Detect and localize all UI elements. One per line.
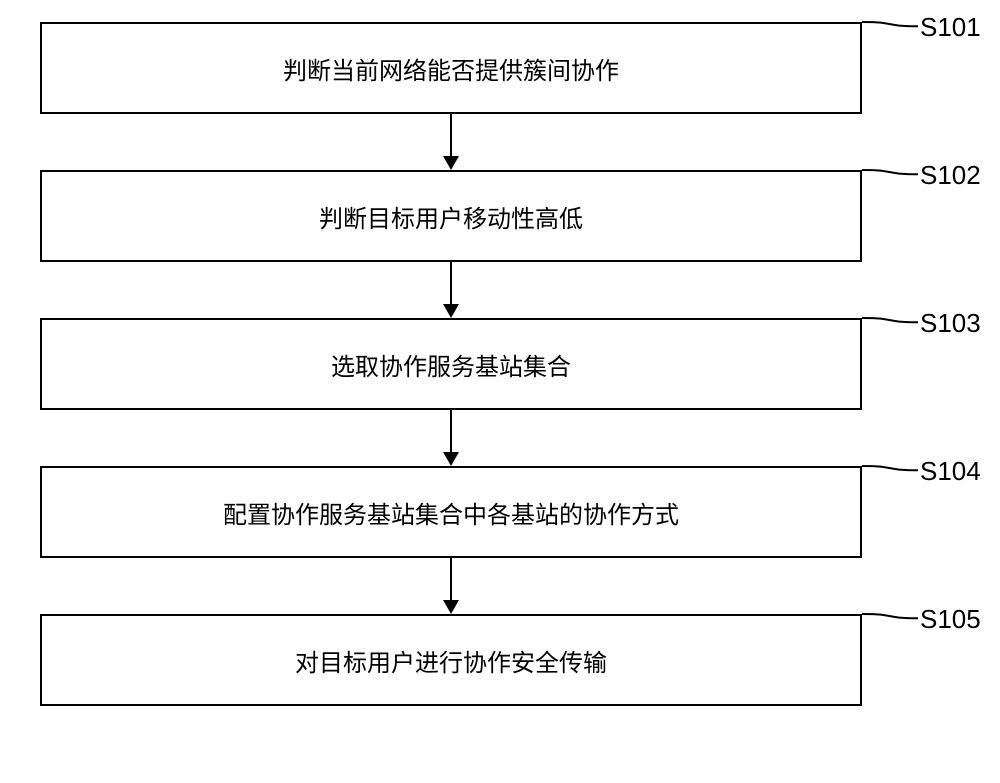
arrow-head-3 bbox=[443, 452, 459, 466]
connector-curve-2 bbox=[860, 168, 920, 176]
step-text-1: 判断当前网络能否提供簇间协作 bbox=[283, 51, 619, 86]
connector-curve-1 bbox=[860, 20, 920, 28]
arrow-line-4 bbox=[450, 558, 452, 600]
step-text-3: 选取协作服务基站集合 bbox=[331, 347, 571, 382]
arrow-line-1 bbox=[450, 114, 452, 156]
step-box-1: 判断当前网络能否提供簇间协作 bbox=[40, 22, 862, 114]
step-label-3: S103 bbox=[920, 308, 981, 339]
connector-curve-5 bbox=[860, 612, 920, 620]
step-text-4: 配置协作服务基站集合中各基站的协作方式 bbox=[223, 495, 679, 530]
step-text-5: 对目标用户进行协作安全传输 bbox=[295, 643, 607, 678]
step-label-1: S101 bbox=[920, 12, 981, 43]
step-label-2: S102 bbox=[920, 160, 981, 191]
arrow-head-4 bbox=[443, 600, 459, 614]
connector-curve-3 bbox=[860, 316, 920, 324]
arrow-head-2 bbox=[443, 304, 459, 318]
step-text-2: 判断目标用户移动性高低 bbox=[319, 199, 583, 234]
step-label-4: S104 bbox=[920, 456, 981, 487]
arrow-line-2 bbox=[450, 262, 452, 304]
step-box-2: 判断目标用户移动性高低 bbox=[40, 170, 862, 262]
step-box-4: 配置协作服务基站集合中各基站的协作方式 bbox=[40, 466, 862, 558]
connector-curve-4 bbox=[860, 464, 920, 472]
step-label-5: S105 bbox=[920, 604, 981, 635]
step-box-5: 对目标用户进行协作安全传输 bbox=[40, 614, 862, 706]
flowchart-container: 判断当前网络能否提供簇间协作 S101 判断目标用户移动性高低 S102 选取协作服务基… bbox=[0, 0, 1000, 783]
step-box-3: 选取协作服务基站集合 bbox=[40, 318, 862, 410]
arrow-head-1 bbox=[443, 156, 459, 170]
arrow-line-3 bbox=[450, 410, 452, 452]
